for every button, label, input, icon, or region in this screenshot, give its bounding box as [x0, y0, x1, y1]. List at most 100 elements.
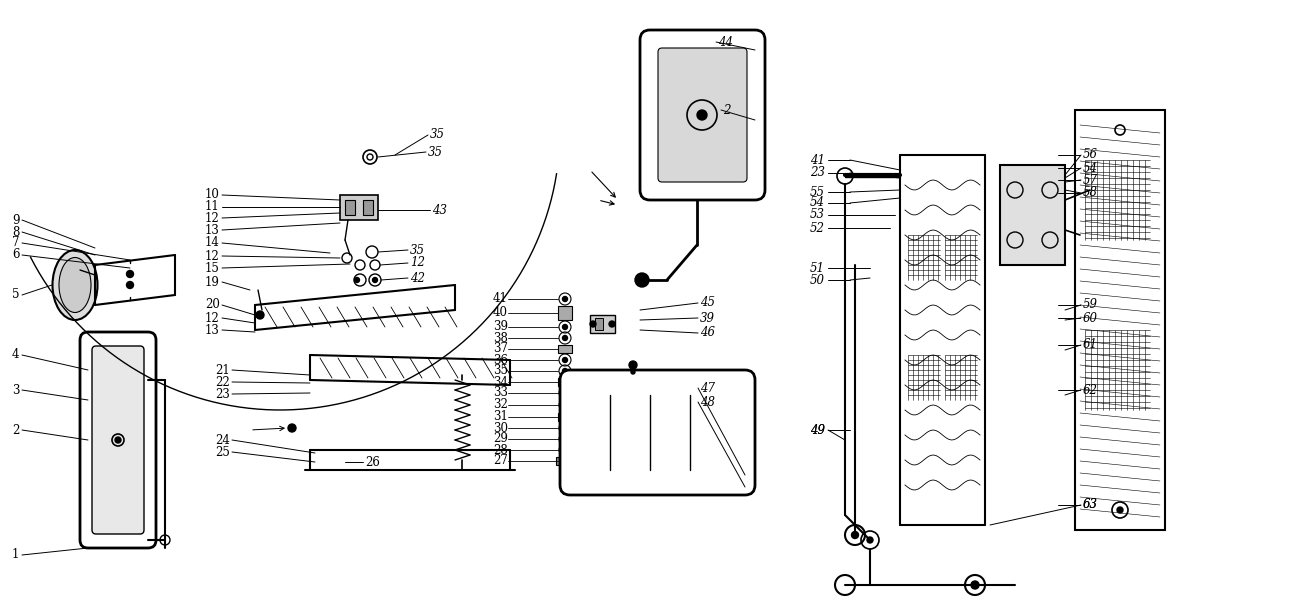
- Text: 12: 12: [205, 211, 220, 224]
- Text: 28: 28: [493, 444, 508, 457]
- Text: 12: 12: [410, 257, 425, 269]
- Circle shape: [563, 297, 568, 301]
- Circle shape: [563, 448, 568, 453]
- Text: 46: 46: [699, 327, 715, 340]
- Text: 29: 29: [493, 432, 508, 445]
- Text: 4: 4: [12, 349, 20, 362]
- Text: 53: 53: [810, 208, 826, 221]
- Text: 37: 37: [493, 343, 508, 355]
- Text: 24: 24: [214, 433, 230, 447]
- Text: 13: 13: [205, 324, 220, 337]
- Bar: [558, 345, 572, 353]
- Text: 49: 49: [810, 423, 826, 436]
- Text: 57: 57: [1083, 174, 1098, 186]
- Circle shape: [563, 325, 568, 330]
- Text: 43: 43: [432, 204, 447, 217]
- Ellipse shape: [52, 250, 98, 320]
- Circle shape: [563, 426, 568, 430]
- Text: 42: 42: [410, 272, 425, 285]
- Text: 40: 40: [493, 306, 508, 319]
- Bar: [558, 306, 572, 320]
- Circle shape: [126, 270, 134, 278]
- Text: 26: 26: [365, 456, 380, 469]
- Text: 22: 22: [214, 376, 230, 389]
- Text: 52: 52: [810, 221, 826, 235]
- Circle shape: [563, 358, 568, 362]
- Text: 45: 45: [699, 297, 715, 309]
- Circle shape: [590, 321, 595, 327]
- Text: 35: 35: [430, 128, 445, 141]
- Text: 6: 6: [12, 248, 20, 261]
- Circle shape: [1084, 179, 1096, 191]
- FancyBboxPatch shape: [92, 346, 144, 534]
- Text: 2: 2: [12, 423, 20, 436]
- Circle shape: [256, 311, 264, 319]
- Text: 49: 49: [810, 423, 826, 436]
- Text: 39: 39: [699, 312, 715, 325]
- Circle shape: [373, 278, 377, 282]
- Text: 54: 54: [810, 196, 826, 210]
- Circle shape: [114, 437, 121, 443]
- Circle shape: [563, 436, 568, 442]
- Circle shape: [355, 278, 360, 282]
- Circle shape: [634, 273, 649, 287]
- Text: 56: 56: [1083, 149, 1098, 162]
- Ellipse shape: [58, 257, 91, 312]
- Bar: [558, 413, 572, 421]
- Circle shape: [971, 581, 979, 589]
- Text: 23: 23: [214, 387, 230, 401]
- Text: 54: 54: [1083, 162, 1098, 174]
- Text: 8: 8: [12, 226, 20, 238]
- Text: 5: 5: [12, 288, 20, 301]
- Text: 19: 19: [205, 275, 220, 288]
- Text: 35: 35: [493, 365, 508, 377]
- Text: 15: 15: [205, 261, 220, 275]
- Text: 25: 25: [214, 445, 230, 458]
- Text: 60: 60: [1083, 312, 1098, 325]
- Text: 59: 59: [1083, 298, 1098, 312]
- Text: 44: 44: [718, 35, 733, 48]
- Text: 23: 23: [810, 167, 826, 180]
- Text: 9: 9: [12, 214, 20, 226]
- Text: 30: 30: [493, 421, 508, 435]
- Bar: [556, 457, 575, 465]
- Text: 39: 39: [493, 321, 508, 334]
- Bar: [595, 318, 603, 330]
- Circle shape: [867, 537, 874, 543]
- Text: 63: 63: [1083, 498, 1098, 512]
- Text: 55: 55: [810, 186, 826, 198]
- Text: 13: 13: [205, 223, 220, 236]
- Text: 32: 32: [493, 399, 508, 411]
- Text: 47: 47: [699, 381, 715, 395]
- Text: 35: 35: [410, 244, 425, 257]
- Text: 36: 36: [493, 353, 508, 367]
- Bar: [363, 200, 373, 215]
- Circle shape: [697, 110, 707, 120]
- Bar: [341, 195, 378, 220]
- Circle shape: [289, 424, 296, 432]
- Text: 12: 12: [205, 250, 220, 263]
- Text: 21: 21: [214, 364, 230, 377]
- Text: 35: 35: [428, 146, 443, 158]
- FancyBboxPatch shape: [640, 30, 764, 200]
- FancyBboxPatch shape: [81, 332, 156, 548]
- Text: 11: 11: [205, 201, 220, 214]
- Circle shape: [630, 370, 634, 374]
- Bar: [344, 200, 355, 215]
- Text: 58: 58: [1083, 186, 1098, 199]
- FancyBboxPatch shape: [658, 48, 747, 182]
- Circle shape: [608, 321, 615, 327]
- Circle shape: [1117, 507, 1123, 513]
- Text: 31: 31: [493, 411, 508, 423]
- Text: 14: 14: [205, 236, 220, 250]
- Text: 51: 51: [810, 261, 826, 275]
- Bar: [590, 315, 615, 333]
- Circle shape: [563, 402, 568, 408]
- Text: 48: 48: [699, 395, 715, 408]
- Circle shape: [563, 368, 568, 374]
- Text: 38: 38: [493, 331, 508, 344]
- Text: 12: 12: [205, 312, 220, 325]
- Bar: [558, 378, 572, 386]
- Text: 50: 50: [810, 273, 826, 287]
- Circle shape: [563, 390, 568, 395]
